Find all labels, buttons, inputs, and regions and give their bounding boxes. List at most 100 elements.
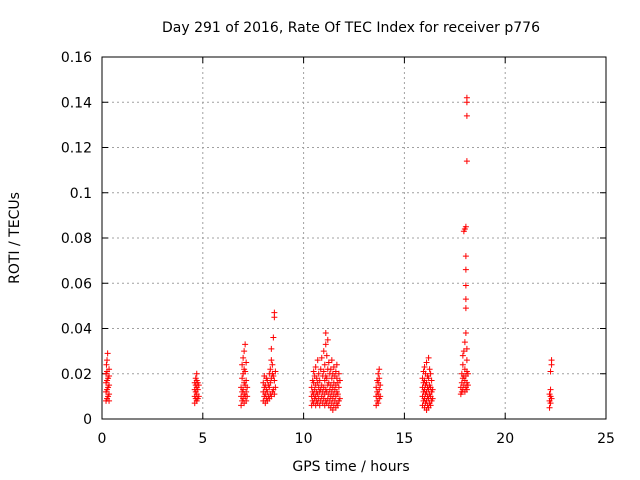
data-point: [427, 370, 434, 377]
data-point: [243, 359, 250, 366]
data-point: [317, 366, 324, 373]
data-point: [272, 368, 279, 375]
data-points: [103, 94, 555, 413]
data-point: [425, 375, 432, 382]
data-point: [462, 266, 469, 273]
data-point: [268, 393, 275, 400]
data-point: [106, 382, 113, 389]
data-point: [373, 384, 380, 391]
y-tick-label: 0.02: [61, 367, 92, 383]
data-point: [316, 377, 323, 384]
y-tick-label: 0.16: [61, 50, 92, 66]
data-point: [272, 384, 279, 391]
data-point: [423, 359, 430, 366]
y-tick-label: 0.12: [61, 141, 92, 157]
data-point: [377, 382, 384, 389]
data-point: [463, 386, 470, 393]
data-point: [323, 375, 330, 382]
x-axis: 0 5 10 15 20 25: [98, 57, 615, 447]
data-point: [327, 366, 334, 373]
data-point: [240, 354, 247, 361]
data-point: [323, 352, 330, 359]
data-point: [462, 253, 469, 260]
data-point: [423, 379, 430, 386]
data-point: [462, 305, 469, 312]
x-tick-label: 5: [198, 431, 207, 447]
data-point: [463, 112, 470, 119]
data-point: [463, 357, 470, 364]
data-point: [548, 395, 555, 402]
chart-title: Day 291 of 2016, Rate Of TEC Index for r…: [162, 20, 540, 36]
data-point: [376, 366, 383, 373]
data-point: [270, 334, 277, 341]
data-point: [333, 375, 340, 382]
data-point: [332, 368, 339, 375]
data-point: [376, 375, 383, 382]
y-axis-label: ROTI / TECUs: [7, 192, 23, 284]
data-point: [462, 296, 469, 303]
data-point: [425, 354, 432, 361]
data-point: [460, 348, 467, 355]
data-point: [334, 402, 341, 409]
data-point: [310, 368, 317, 375]
data-point: [195, 393, 202, 400]
data-point: [242, 368, 249, 375]
data-point: [193, 370, 200, 377]
data-point: [333, 361, 340, 368]
y-axis: 0 0.02 0.04 0.06 0.08 0.1 0.12 0.14 0.16: [61, 50, 606, 428]
data-point: [375, 370, 382, 377]
data-point: [239, 375, 246, 382]
data-point: [244, 384, 251, 391]
data-point: [195, 382, 202, 389]
data-point: [106, 391, 113, 398]
data-point: [334, 391, 341, 398]
data-point: [308, 384, 315, 391]
y-tick-label: 0.1: [70, 186, 92, 202]
data-point: [321, 361, 328, 368]
data-point: [429, 395, 436, 402]
data-point: [106, 366, 113, 373]
data-point: [463, 345, 470, 352]
data-point: [243, 397, 250, 404]
y-tick-label: 0.14: [61, 95, 92, 111]
x-tick-label: 0: [98, 431, 107, 447]
data-point: [271, 377, 278, 384]
data-point: [320, 368, 327, 375]
data-point: [318, 354, 325, 361]
data-point: [463, 158, 470, 165]
x-tick-label: 25: [597, 431, 615, 447]
data-point: [335, 370, 342, 377]
y-tick-label: 0.08: [61, 231, 92, 247]
x-tick-label: 15: [395, 431, 413, 447]
data-point: [243, 388, 250, 395]
data-point: [377, 393, 384, 400]
y-tick-label: 0.06: [61, 276, 92, 292]
data-point: [461, 339, 468, 346]
data-point: [335, 384, 342, 391]
data-point: [314, 357, 321, 364]
data-point: [268, 345, 275, 352]
data-point: [325, 359, 332, 366]
data-point: [271, 391, 278, 398]
data-point: [243, 377, 250, 384]
data-point: [312, 363, 319, 370]
data-point: [242, 341, 249, 348]
data-point: [547, 400, 554, 407]
data-point: [239, 361, 246, 368]
data-point: [106, 373, 113, 380]
data-point: [194, 386, 201, 393]
data-point: [463, 94, 470, 101]
data-point: [462, 282, 469, 289]
data-point: [464, 370, 471, 377]
data-point: [315, 370, 322, 377]
data-point: [329, 406, 336, 413]
data-point: [427, 402, 434, 409]
data-point: [271, 309, 278, 316]
data-point: [547, 386, 554, 393]
data-point: [103, 361, 110, 368]
data-point: [376, 386, 383, 393]
data-point: [264, 377, 271, 384]
data-point: [428, 377, 435, 384]
data-point: [322, 330, 329, 337]
